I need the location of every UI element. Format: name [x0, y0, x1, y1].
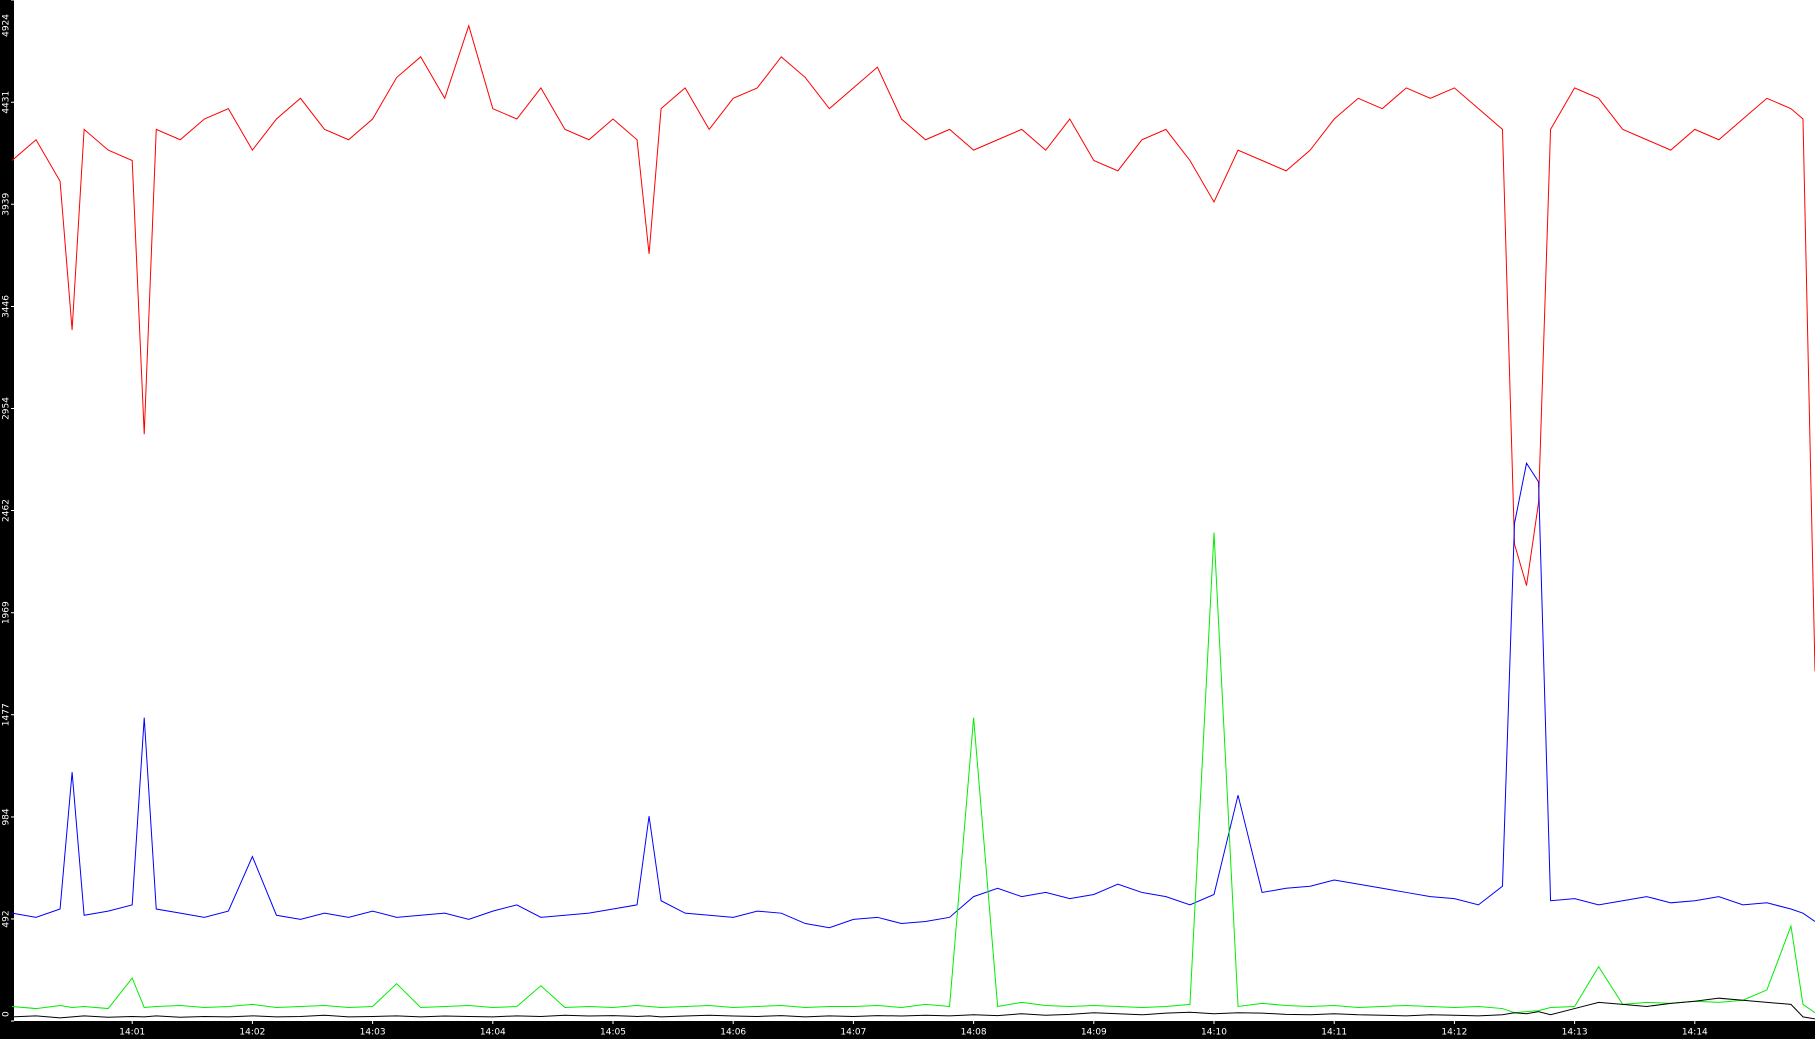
y-tick-label: 492 [2, 910, 12, 927]
y-tick-label: 1477 [2, 703, 12, 726]
y-tick-label: 1969 [2, 601, 12, 624]
series-line [11, 461, 1815, 929]
x-axis-band [0, 1021, 1815, 1039]
series-line [11, 532, 1815, 1014]
x-tick-label: 14:14 [1682, 1028, 1708, 1038]
series-line [11, 24, 1815, 672]
x-tick-label: 14:10 [1201, 1028, 1227, 1038]
x-tick-label: 14:06 [720, 1028, 746, 1038]
x-tick-label: 14:02 [239, 1028, 265, 1038]
y-axis-band [0, 0, 14, 1039]
y-tick-label: 2954 [2, 397, 12, 420]
y-tick-label: 3939 [2, 193, 12, 216]
x-tick-label: 14:05 [600, 1028, 626, 1038]
x-tick-label: 14:01 [119, 1028, 145, 1038]
x-tick-label: 14:03 [360, 1028, 386, 1038]
x-tick-label: 14:07 [840, 1028, 866, 1038]
x-tick-label: 14:08 [961, 1028, 987, 1038]
y-tick-label: 984 [2, 808, 12, 825]
y-tick-label: 2462 [2, 499, 12, 522]
x-tick-label: 14:13 [1562, 1028, 1588, 1038]
x-tick-label: 14:04 [480, 1028, 506, 1038]
x-tick-label: 14:09 [1081, 1028, 1107, 1038]
y-tick-label: 0 [2, 1011, 12, 1017]
series-line [11, 997, 1815, 1020]
y-tick-label: 4924 [2, 14, 12, 37]
x-tick-label: 14:12 [1441, 1028, 1467, 1038]
x-tick-label: 14:11 [1321, 1028, 1347, 1038]
y-tick-label: 4431 [2, 91, 12, 114]
y-tick-label: 3446 [2, 295, 12, 318]
